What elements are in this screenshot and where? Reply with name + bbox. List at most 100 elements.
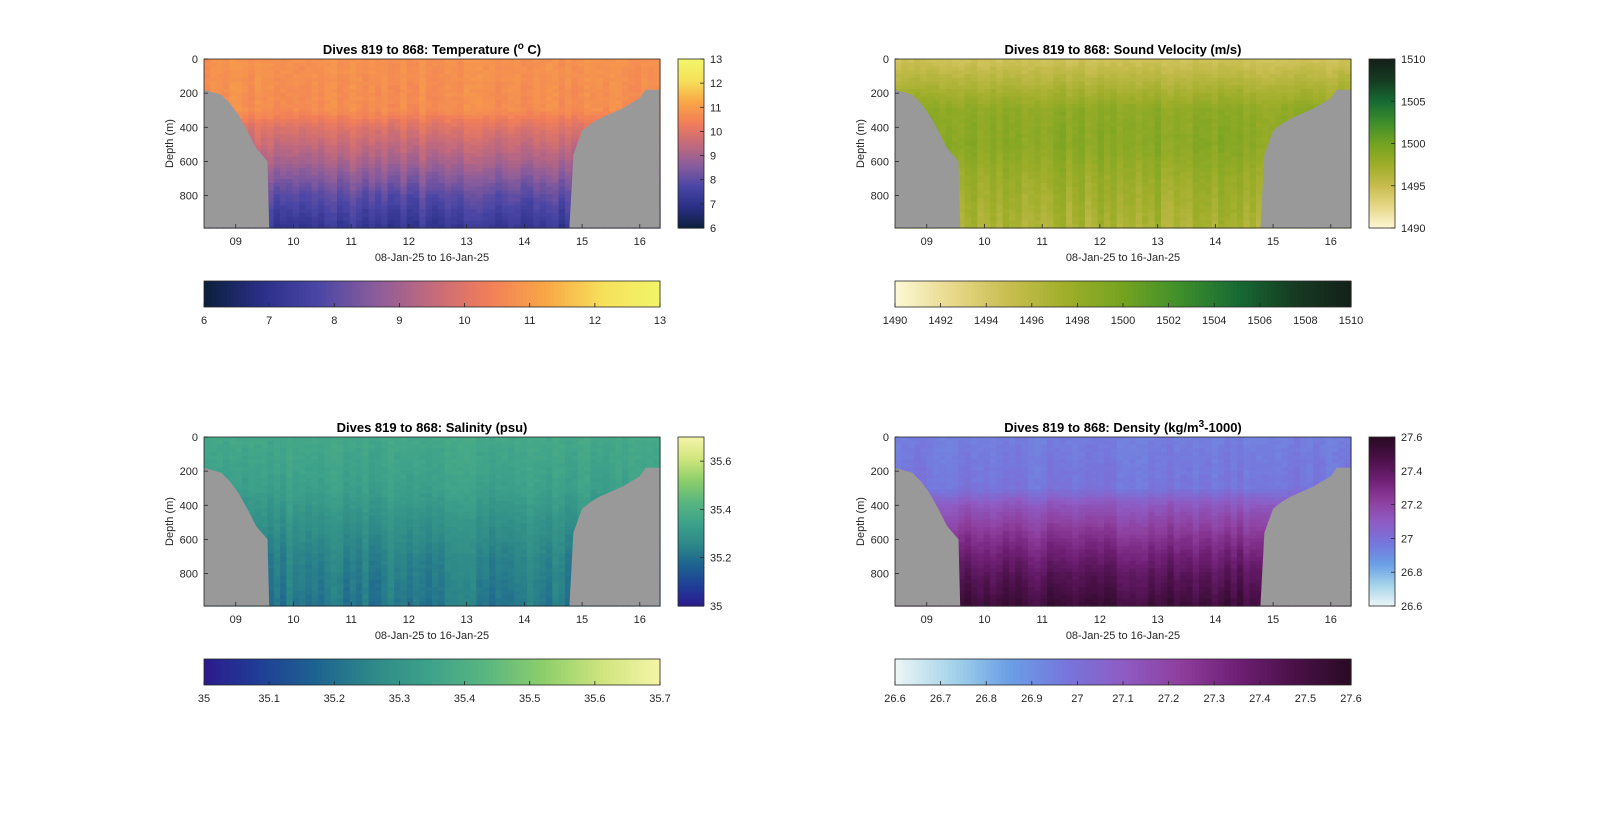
heatmap-cell — [267, 194, 275, 199]
heatmap-cell — [305, 141, 313, 146]
heatmap-cell — [457, 201, 465, 207]
heatmap-cell — [495, 74, 503, 79]
heatmap-cell — [1028, 77, 1035, 83]
heatmap-cell — [413, 152, 420, 158]
heatmap-cell — [1066, 126, 1073, 131]
heatmap-cell — [204, 62, 211, 68]
heatmap-cell — [413, 100, 420, 105]
heatmap-cell — [387, 89, 395, 94]
heatmap-cell — [565, 201, 572, 207]
heatmap-cell — [1040, 197, 1048, 203]
heatmap-cell — [964, 182, 972, 188]
colorbar-swatch — [678, 73, 704, 77]
heatmap-cell — [318, 74, 325, 79]
heatmap-cell — [1021, 152, 1029, 158]
heatmap-cell — [356, 96, 363, 101]
heatmap-cell — [413, 126, 420, 131]
heatmap-cell — [1021, 171, 1029, 177]
heatmap-cell — [971, 216, 978, 222]
colorbar-swatch — [678, 99, 704, 102]
heatmap-cell — [945, 66, 953, 71]
colorbar-swatch — [382, 281, 387, 307]
heatmap-cell — [394, 134, 401, 139]
heatmap-cell — [324, 66, 332, 71]
heatmap-cell — [210, 70, 218, 75]
heatmap-cell — [216, 70, 224, 75]
heatmap-cell — [971, 201, 978, 207]
heatmap-cell — [470, 186, 477, 192]
heatmap-cell — [952, 81, 959, 86]
heatmap-cell — [476, 137, 484, 143]
heatmap-cell — [508, 119, 515, 124]
heatmap-cell — [634, 77, 642, 83]
colorbar-swatch — [280, 281, 285, 307]
heatmap-cell — [565, 224, 572, 229]
heatmap-cell — [438, 152, 446, 158]
heatmap-cell — [1021, 220, 1029, 225]
heatmap-cell — [406, 152, 414, 158]
heatmap-cell — [920, 70, 928, 75]
heatmap-cell — [1034, 212, 1042, 218]
heatmap-cell — [565, 134, 572, 139]
heatmap-cell — [1085, 134, 1092, 139]
heatmap-cell — [1091, 190, 1099, 195]
heatmap-cell — [337, 85, 344, 90]
heatmap-cell — [977, 85, 985, 90]
heatmap-cell — [451, 220, 458, 225]
heatmap-cell — [349, 107, 357, 113]
heatmap-cell — [280, 216, 287, 222]
heatmap-cell — [1053, 197, 1061, 203]
heatmap-cell — [1040, 85, 1048, 90]
heatmap-cell — [508, 70, 515, 75]
heatmap-cell — [406, 130, 414, 135]
heatmap-cell — [1097, 100, 1105, 105]
heatmap-cell — [964, 194, 972, 199]
heatmap-cell — [394, 224, 401, 229]
heatmap-cell — [343, 216, 351, 222]
heatmap-cell — [1009, 85, 1016, 90]
heatmap-cell — [457, 224, 465, 229]
heatmap-cell — [990, 197, 997, 203]
heatmap-cell — [971, 212, 978, 218]
heatmap-cell — [508, 175, 515, 180]
heatmap-cell — [413, 160, 420, 165]
heatmap-cell — [1028, 122, 1035, 128]
heatmap-cell — [964, 104, 972, 109]
heatmap-cell — [1034, 74, 1042, 79]
heatmap-cell — [514, 130, 522, 135]
heatmap-cell — [1053, 96, 1061, 101]
heatmap-cell — [311, 156, 319, 161]
heatmap-cell — [1078, 107, 1086, 113]
heatmap-cell — [1034, 89, 1042, 94]
heatmap-cell — [299, 201, 306, 207]
heatmap-cell — [971, 179, 978, 184]
heatmap-cell — [463, 107, 471, 113]
heatmap-cell — [990, 96, 997, 101]
heatmap-cell — [1066, 66, 1073, 71]
heatmap-cell — [419, 107, 427, 113]
heatmap-cell — [1034, 66, 1042, 71]
heatmap-cell — [1015, 92, 1023, 98]
heatmap-cell — [1059, 209, 1067, 214]
heatmap-cell — [958, 89, 966, 94]
heatmap-cell — [432, 111, 439, 116]
heatmap-cell — [349, 66, 357, 71]
heatmap-cell — [425, 160, 433, 165]
heatmap-cell — [476, 119, 484, 124]
heatmap-cell — [958, 77, 966, 83]
heatmap-cell — [476, 100, 484, 105]
heatmap-cell — [958, 126, 966, 131]
heatmap-cell — [1009, 107, 1016, 113]
heatmap-cell — [273, 77, 281, 83]
heatmap-cell — [1091, 141, 1099, 146]
heatmap-cell — [920, 74, 928, 79]
heatmap-cell — [242, 115, 249, 120]
heatmap-cell — [977, 167, 985, 173]
heatmap-cell — [229, 104, 237, 109]
colorbar-swatch — [678, 160, 704, 164]
heatmap-cell — [432, 216, 439, 222]
colorbar-swatch — [416, 281, 422, 307]
heatmap-cell — [1009, 104, 1016, 109]
heatmap-cell — [387, 126, 395, 131]
heatmap-cell — [489, 156, 496, 161]
